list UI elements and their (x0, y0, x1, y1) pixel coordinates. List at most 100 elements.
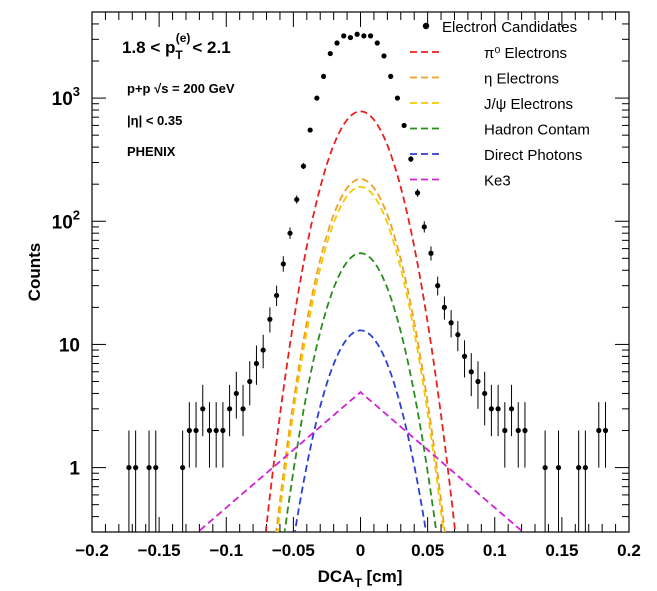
data-point (361, 33, 367, 39)
curve-j-electrons (276, 185, 445, 532)
curve-direct-photons (293, 329, 428, 532)
marker (515, 427, 521, 434)
legend-label-ke3: Ke3 (484, 173, 511, 190)
y-tick-label: 103 (52, 84, 80, 110)
marker (468, 369, 474, 375)
data-point (200, 384, 206, 437)
data-points (126, 31, 609, 532)
data-point (408, 156, 414, 162)
marker (555, 464, 562, 471)
data-point (327, 50, 333, 57)
data-point (253, 345, 260, 385)
data-point (206, 402, 213, 468)
data-point (220, 402, 226, 468)
marker (186, 427, 192, 434)
data-point (455, 320, 461, 352)
data-point (314, 95, 320, 101)
marker (367, 33, 374, 39)
curve-ke3 (196, 390, 525, 532)
marker (502, 427, 508, 434)
data-point (133, 430, 139, 532)
fit-curves (196, 110, 525, 532)
marker (522, 427, 528, 434)
marker (180, 464, 186, 471)
marker (213, 427, 219, 434)
data-point (515, 402, 521, 468)
data-point (146, 430, 152, 532)
marker (126, 464, 132, 471)
data-point (421, 221, 427, 233)
marker (327, 50, 333, 57)
data-point (508, 384, 515, 437)
marker (247, 378, 253, 385)
x-axis: −0.2 −0.15 −0.1 −0.05 0 0.05 0.1 0.15 0.2 (75, 12, 641, 560)
data-point (502, 402, 508, 468)
data-point (307, 127, 313, 133)
data-point (441, 296, 448, 320)
x-tick-label: 0.05 (411, 541, 444, 560)
marker (320, 73, 327, 80)
data-point (320, 73, 327, 80)
marker (300, 163, 307, 169)
system-label: p+p √s = 200 GeV (127, 81, 235, 96)
marker (542, 464, 548, 471)
data-point (334, 40, 340, 46)
marker (495, 406, 501, 412)
marker (408, 156, 414, 162)
data-point (582, 430, 588, 532)
data-point (354, 31, 360, 37)
marker (475, 378, 481, 385)
marker (227, 406, 233, 412)
marker (435, 283, 441, 289)
x-tick-label: −0.05 (272, 541, 315, 560)
marker (267, 316, 273, 322)
marker (233, 390, 239, 397)
marker (414, 190, 421, 196)
data-point (394, 95, 401, 101)
marker (314, 95, 320, 101)
marker (240, 406, 246, 412)
data-point (414, 188, 421, 197)
y-axis: 1 10 102 103 (52, 11, 629, 533)
marker (287, 230, 293, 236)
data-point (522, 402, 528, 468)
x-tick-label: 0 (356, 541, 365, 560)
data-point (280, 256, 286, 272)
marker (421, 224, 427, 230)
x-tick-label: −0.1 (209, 541, 243, 560)
y-tick-label: 1 (69, 459, 80, 480)
data-point (240, 384, 246, 437)
data-point (367, 33, 374, 39)
data-point (495, 384, 501, 437)
legend: Electron Candidates π⁰ Electrons η Electr… (410, 19, 590, 190)
marker (220, 427, 226, 434)
data-point (468, 353, 474, 397)
marker (273, 292, 280, 299)
marker (307, 127, 313, 133)
marker (193, 427, 199, 434)
x-axis-title: DCAT [cm] (318, 567, 403, 590)
legend-label-electron-candidates: Electron Candidates (442, 19, 577, 36)
data-point (555, 430, 562, 532)
marker (508, 406, 515, 412)
marker (200, 406, 206, 412)
data-point (602, 402, 609, 468)
data-point (180, 430, 186, 532)
y-axis-title: Counts (25, 243, 44, 302)
data-point (374, 40, 380, 46)
data-point (287, 227, 293, 239)
marker (146, 464, 152, 471)
pt-range-label: 1.8 < pT(e) < 2.1 (122, 31, 231, 62)
marker (388, 73, 394, 80)
marker (374, 40, 380, 46)
marker (347, 34, 354, 41)
data-point (488, 384, 494, 437)
data-point (388, 73, 394, 80)
curve--electrons (275, 178, 446, 532)
marker (602, 427, 609, 434)
marker (153, 464, 159, 471)
data-point (482, 371, 488, 426)
data-point (448, 310, 454, 338)
marker (133, 464, 139, 471)
marker (341, 33, 347, 39)
